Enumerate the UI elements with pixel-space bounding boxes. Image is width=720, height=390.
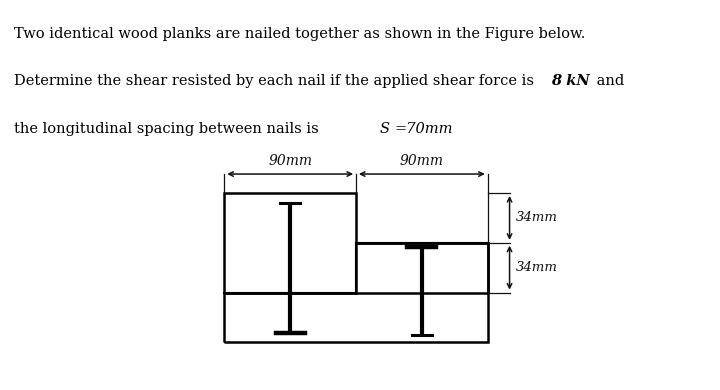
Text: 90mm: 90mm [400,154,444,168]
Text: Determine the shear resisted by each nail if the applied shear force is: Determine the shear resisted by each nai… [14,74,539,88]
Text: S: S [379,122,390,135]
Text: Two identical wood planks are nailed together as shown in the Figure below.: Two identical wood planks are nailed tog… [14,27,586,41]
Text: 34mm: 34mm [516,211,557,224]
Text: and: and [592,74,624,88]
Text: the longitudinal spacing between nails is: the longitudinal spacing between nails i… [14,122,324,135]
Text: 8 kN: 8 kN [551,74,590,88]
Text: =70mm: =70mm [395,122,453,135]
Text: 90mm: 90mm [268,154,312,168]
Text: 34mm: 34mm [516,261,557,274]
